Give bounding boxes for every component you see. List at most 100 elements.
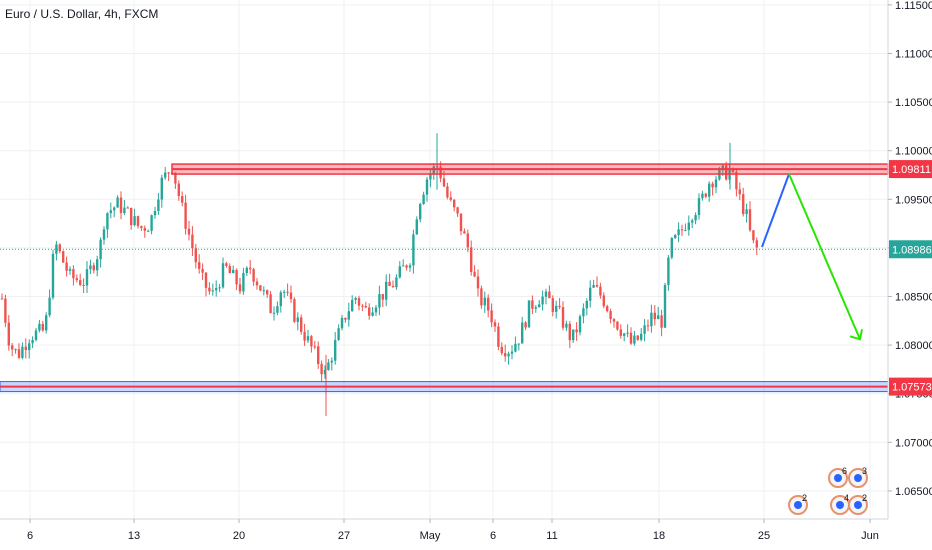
candle-body	[483, 297, 486, 306]
candle-body	[551, 298, 554, 312]
candle-body	[691, 220, 694, 223]
candle-body	[119, 197, 123, 214]
candle-body	[334, 340, 337, 361]
event-marker[interactable]: 3	[848, 466, 868, 488]
current-price-badge-bg	[889, 240, 932, 259]
support-price-badge-bg	[889, 377, 932, 396]
candle-body	[198, 262, 201, 269]
candle-body	[102, 229, 106, 240]
x-tick-label: Jun	[861, 530, 879, 542]
event-markers[interactable]: 6 3 2 4 2	[788, 466, 868, 515]
candle-body	[442, 178, 446, 187]
candle-body	[670, 237, 673, 258]
candle-body	[109, 210, 112, 214]
projection-down-line[interactable]	[788, 173, 861, 340]
event-marker[interactable]: 4	[830, 493, 850, 515]
candle-body	[578, 316, 582, 333]
candle-body	[459, 213, 463, 232]
candle-body	[470, 247, 473, 272]
candle-body	[296, 317, 299, 322]
candle-body	[276, 306, 279, 313]
candle-body	[687, 222, 690, 230]
candle-body	[283, 291, 286, 293]
candle-body	[606, 306, 609, 312]
candle-body	[286, 291, 289, 293]
candle-body	[388, 281, 391, 286]
event-flag-icon-center	[854, 474, 862, 482]
candle-body	[194, 248, 197, 263]
candle-body	[262, 290, 265, 292]
candle-body	[130, 207, 133, 226]
candle-body	[677, 229, 680, 236]
y-tick-label: 1.10500	[895, 97, 932, 109]
candle-body	[408, 265, 412, 268]
event-count: 4	[844, 493, 849, 503]
candle-body	[123, 207, 126, 214]
candle-body	[626, 332, 629, 334]
candle-body	[164, 172, 167, 178]
candle-body	[7, 322, 10, 346]
candle-body	[72, 269, 75, 279]
candle-body	[279, 292, 282, 307]
candle-body	[541, 296, 544, 305]
grid	[0, 0, 888, 519]
event-flag-icon-center	[836, 501, 844, 509]
candle-body	[714, 179, 718, 188]
candle-body	[62, 251, 65, 263]
candle-body	[419, 203, 422, 220]
resistance-price-badge-label: 1.09811	[892, 164, 931, 176]
candle-body	[0, 298, 4, 300]
candle-body	[174, 172, 177, 184]
candle-body	[558, 305, 561, 308]
candle-body	[650, 312, 653, 327]
candle-body	[357, 298, 361, 306]
candle-body	[660, 315, 663, 328]
candle-body	[643, 325, 646, 334]
candle-body	[218, 287, 221, 289]
event-marker[interactable]: 2	[788, 493, 808, 515]
event-flag-icon-center	[794, 501, 802, 509]
candle-body	[204, 272, 208, 288]
current-price-badge[interactable]: 1.08986	[889, 240, 932, 259]
candle-body	[487, 297, 490, 311]
candle-body	[235, 269, 238, 285]
projection-up-line[interactable]	[761, 173, 790, 248]
candle-body	[340, 317, 344, 329]
x-tick-label: 6	[27, 530, 33, 542]
event-count: 2	[802, 493, 807, 503]
event-marker[interactable]: 6	[828, 466, 848, 488]
candle-body	[599, 286, 602, 296]
candle-body	[238, 284, 242, 292]
candle-body	[527, 300, 531, 328]
projection-arrowhead	[849, 329, 863, 341]
chart-title: Euro / U.S. Dollar, 4h, FXCM	[5, 7, 158, 21]
candle-body	[575, 329, 578, 333]
candle-body	[361, 305, 364, 307]
candle-body	[317, 346, 320, 364]
candle-body	[490, 310, 493, 323]
candle-body	[755, 240, 758, 248]
candle-body	[245, 267, 248, 274]
candle-body	[133, 216, 136, 226]
resistance-price-badge[interactable]: 1.09811	[889, 160, 932, 179]
candle-body	[289, 292, 293, 300]
candle-body	[351, 299, 354, 312]
support-price-badge-label: 1.07573	[892, 382, 932, 394]
candle-body	[466, 233, 469, 248]
candle-body	[221, 263, 225, 288]
candle-body	[92, 265, 95, 271]
candle-body	[589, 287, 592, 301]
candle-body	[327, 362, 330, 371]
candle-body	[208, 287, 211, 292]
candle-body	[453, 199, 456, 208]
event-marker[interactable]: 2	[848, 493, 868, 515]
candle-body	[313, 346, 316, 348]
candle-body	[211, 290, 214, 292]
y-tick-label: 1.08000	[895, 340, 932, 352]
candle-body	[354, 298, 357, 300]
support-price-badge[interactable]: 1.07573	[889, 377, 932, 396]
candle-body	[306, 336, 310, 341]
